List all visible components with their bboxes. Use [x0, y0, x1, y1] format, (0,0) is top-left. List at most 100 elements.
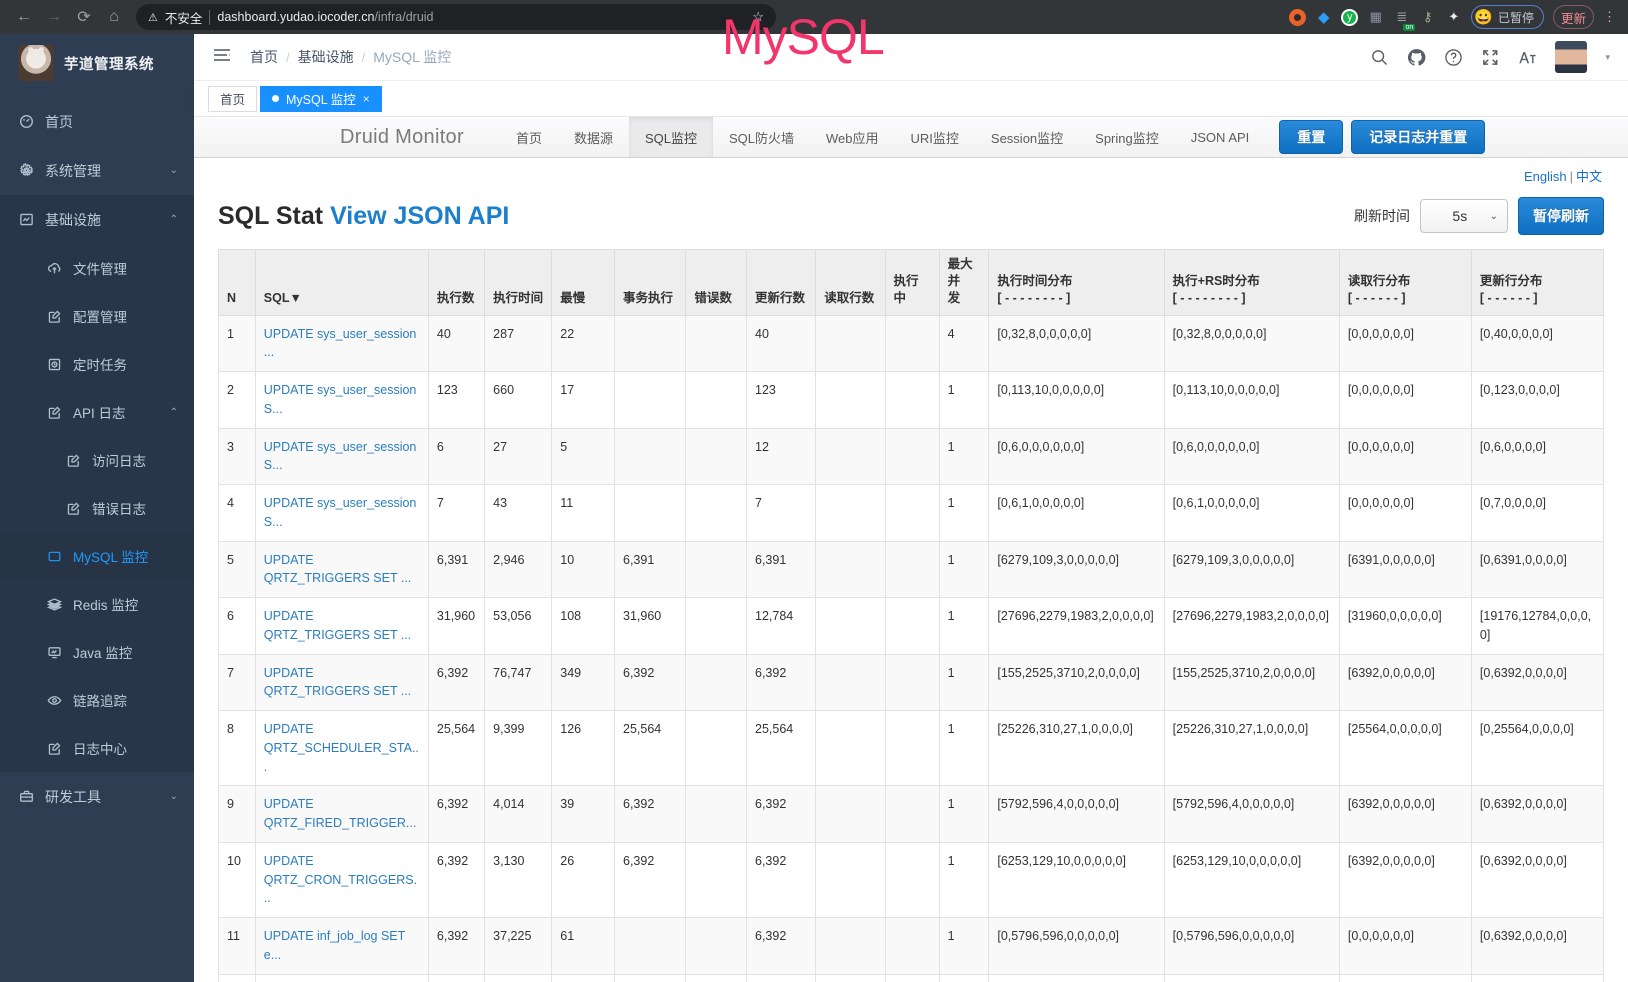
- profile-button[interactable]: 😀 已暂停: [1471, 5, 1544, 29]
- sidebar-item-redis-monitor[interactable]: Redis 监控: [0, 580, 194, 628]
- pause-refresh-button[interactable]: 暂停刷新: [1518, 197, 1604, 235]
- forward-button[interactable]: →: [46, 8, 62, 25]
- sidebar-item-home[interactable]: 首页: [0, 97, 194, 146]
- hamburger-icon[interactable]: [212, 47, 234, 68]
- sidebar-item-system[interactable]: 系统管理 ⌄: [0, 146, 194, 195]
- col-max-concurrent[interactable]: 最大并发: [938, 249, 990, 316]
- cell-sql[interactable]: UPDATE QRTZ_SCHEDULER_STA...: [254, 710, 429, 787]
- sidebar-item-mysql-monitor[interactable]: MySQL 监控: [0, 532, 194, 580]
- col-exec-time-dist[interactable]: 执行时间分布[ - - - - - - - - ]: [988, 249, 1165, 316]
- sidebar-brand[interactable]: 芋道管理系统: [0, 34, 194, 93]
- chevron-down-icon[interactable]: ▾: [1605, 51, 1610, 62]
- sidebar-item-file-manage[interactable]: 文件管理: [0, 244, 194, 292]
- table-row[interactable]: 11 UPDATE inf_job_log SET e... 6,392 37,225…: [218, 917, 1605, 975]
- chrome-menu-icon[interactable]: ⋮: [1603, 9, 1616, 24]
- cell-sql[interactable]: UPDATE QRTZ_TRIGGERS SET ...: [254, 540, 429, 599]
- refresh-interval-select[interactable]: 5s ⌄: [1420, 199, 1508, 233]
- lang-english-link[interactable]: English: [1523, 169, 1567, 184]
- table-row[interactable]: 5 UPDATE QRTZ_TRIGGERS SET ... 6,391 2,946 1…: [218, 540, 1605, 599]
- table-row[interactable]: 3 UPDATE sys_user_session S... 6 27 5 12 1 [0,6…: [218, 427, 1605, 486]
- cell-sql[interactable]: UPDATE sys_user_session S...: [254, 484, 429, 542]
- table-row[interactable]: 6 UPDATE QRTZ_TRIGGERS SET ... 31,960 53,05…: [218, 597, 1605, 655]
- reset-button[interactable]: 重置: [1279, 120, 1344, 154]
- table-row[interactable]: 12SELECT TRIGGER_STATE6,3922,48396,3926,…: [218, 973, 1605, 982]
- col-tx-exec[interactable]: 事务执行: [613, 249, 687, 316]
- log-and-reset-button[interactable]: 记录日志并重置: [1351, 120, 1486, 154]
- github-icon[interactable]: [1407, 48, 1426, 67]
- table-row[interactable]: 8 UPDATE QRTZ_SCHEDULER_STA... 25,564 9,399…: [218, 710, 1605, 787]
- druid-nav-session-monitor[interactable]: Session监控: [990, 130, 1064, 146]
- address-bar[interactable]: ⚠ 不安全 dashboard.yudao.iocoder.cn/infra/d…: [136, 4, 776, 30]
- cell-sql[interactable]: UPDATE sys_user_session ...: [254, 314, 429, 373]
- update-button[interactable]: 更新: [1552, 5, 1594, 29]
- lang-chinese-link[interactable]: 中文: [1575, 169, 1602, 184]
- table-row[interactable]: 10 UPDATE QRTZ_CRON_TRIGGERS... 6,392 3,130…: [218, 841, 1605, 919]
- sidebar-item-java-monitor[interactable]: Java 监控: [0, 628, 194, 676]
- table-row[interactable]: 7 UPDATE QRTZ_TRIGGERS SET ... 6,392 76,747…: [218, 653, 1605, 712]
- extension-key-icon[interactable]: ⚷: [1423, 9, 1433, 24]
- sidebar-item-scheduled-job[interactable]: 定时任务: [0, 340, 194, 388]
- col-n[interactable]: N: [218, 249, 256, 316]
- table-row[interactable]: 2 UPDATE sys_user_session S... 123 660 17 123…: [218, 371, 1605, 429]
- view-json-api-link[interactable]: View JSON API: [330, 201, 510, 230]
- col-exec-rs-time-dist[interactable]: 执行+RS时分布[ - - - - - - - - ]: [1163, 249, 1340, 316]
- extension-puzzle-icon[interactable]: ✦: [1448, 9, 1460, 24]
- druid-nav-web-app[interactable]: Web应用: [826, 130, 879, 146]
- druid-nav-sql-monitor[interactable]: SQL监控: [628, 117, 713, 157]
- sidebar-item-trace[interactable]: 链路追踪: [0, 676, 194, 724]
- druid-nav-home[interactable]: 首页: [515, 130, 542, 146]
- cell-sql[interactable]: UPDATE inf_job_log SET e...: [254, 917, 429, 975]
- sidebar-item-log-center[interactable]: 日志中心: [0, 724, 194, 772]
- extension-list-on-icon[interactable]: ≣ on: [1396, 9, 1416, 31]
- sidebar-item-error-log[interactable]: 错误日志: [0, 484, 194, 532]
- extension-green-y-icon[interactable]: y: [1341, 8, 1359, 26]
- table-row[interactable]: 1 UPDATE sys_user_session ... 40 287 22 40 4 [0…: [218, 314, 1605, 373]
- extension-squares-icon[interactable]: ▦: [1369, 9, 1382, 24]
- cell-sql[interactable]: UPDATE sys_user_session S...: [254, 427, 429, 486]
- col-running[interactable]: 执行中: [884, 249, 940, 316]
- druid-brand[interactable]: Druid Monitor: [340, 125, 464, 148]
- druid-nav-sql-firewall[interactable]: SQL防火墙: [729, 130, 795, 146]
- druid-nav-spring-monitor[interactable]: Spring监控: [1095, 130, 1159, 146]
- sidebar-item-access-log[interactable]: 访问日志: [0, 436, 194, 484]
- breadcrumb-item-infra[interactable]: 基础设施: [297, 49, 354, 65]
- fullscreen-icon[interactable]: [1481, 48, 1500, 67]
- table-row[interactable]: 9 UPDATE QRTZ_FIRED_TRIGGER... 6,392 4,014 3…: [218, 785, 1605, 843]
- home-button[interactable]: ⌂: [109, 8, 119, 25]
- col-sql[interactable]: SQL▼: [254, 249, 429, 316]
- sidebar-item-infra[interactable]: 基础设施 ⌃: [0, 195, 194, 244]
- druid-nav-json-api[interactable]: JSON API: [1190, 129, 1250, 145]
- cell-sql[interactable]: UPDATE QRTZ_TRIGGERS SET ...: [254, 597, 429, 655]
- col-exec-time[interactable]: 执行时间: [484, 249, 553, 316]
- sidebar-item-dev-tools[interactable]: 研发工具 ⌄: [0, 772, 194, 821]
- cell-sql[interactable]: UPDATE QRTZ_CRON_TRIGGERS...: [254, 841, 429, 919]
- avatar[interactable]: [1555, 41, 1588, 73]
- table-row[interactable]: 4 UPDATE sys_user_session S... 7 43 11 7 1 [0,6…: [218, 484, 1605, 542]
- breadcrumb-item-home[interactable]: 首页: [250, 49, 278, 65]
- reload-button[interactable]: ⟳: [77, 9, 91, 26]
- extension-diamond-icon[interactable]: ◆: [1318, 9, 1330, 26]
- help-icon[interactable]: [1444, 48, 1463, 67]
- cell-sql[interactable]: UPDATE QRTZ_FIRED_TRIGGER...: [254, 785, 429, 843]
- col-exec-count[interactable]: 执行数: [427, 249, 486, 316]
- col-update-rows[interactable]: 更新行数: [745, 249, 817, 316]
- col-read-rows[interactable]: 读取行数: [815, 249, 886, 316]
- col-error-count[interactable]: 错误数: [685, 249, 747, 316]
- tab-mysql-monitor[interactable]: MySQL 监控 ×: [260, 85, 382, 112]
- bookmark-star-icon[interactable]: ☆: [752, 9, 764, 24]
- font-size-icon[interactable]: [1518, 48, 1537, 67]
- druid-nav-datasource[interactable]: 数据源: [573, 130, 613, 146]
- col-slowest[interactable]: 最慢: [551, 249, 615, 316]
- cell-sql[interactable]: UPDATE QRTZ_TRIGGERS SET ...: [254, 653, 429, 712]
- col-read-rows-dist[interactable]: 读取行分布[ - - - - - - ]: [1338, 249, 1472, 316]
- sidebar-item-config-manage[interactable]: 配置管理: [0, 292, 194, 340]
- search-icon[interactable]: [1370, 48, 1389, 67]
- cell-sql[interactable]: UPDATE sys_user_session S...: [254, 371, 429, 429]
- back-button[interactable]: ←: [16, 8, 32, 25]
- tab-home[interactable]: 首页: [208, 85, 258, 112]
- tab-close-icon[interactable]: ×: [362, 91, 370, 106]
- cell-sql[interactable]: SELECT TRIGGER_STATE: [254, 973, 429, 982]
- extension-orange-icon[interactable]: [1289, 8, 1307, 26]
- col-update-rows-dist[interactable]: 更新行分布[ - - - - - - ]: [1470, 249, 1605, 316]
- sidebar-item-api-log[interactable]: API 日志 ⌃: [0, 388, 194, 436]
